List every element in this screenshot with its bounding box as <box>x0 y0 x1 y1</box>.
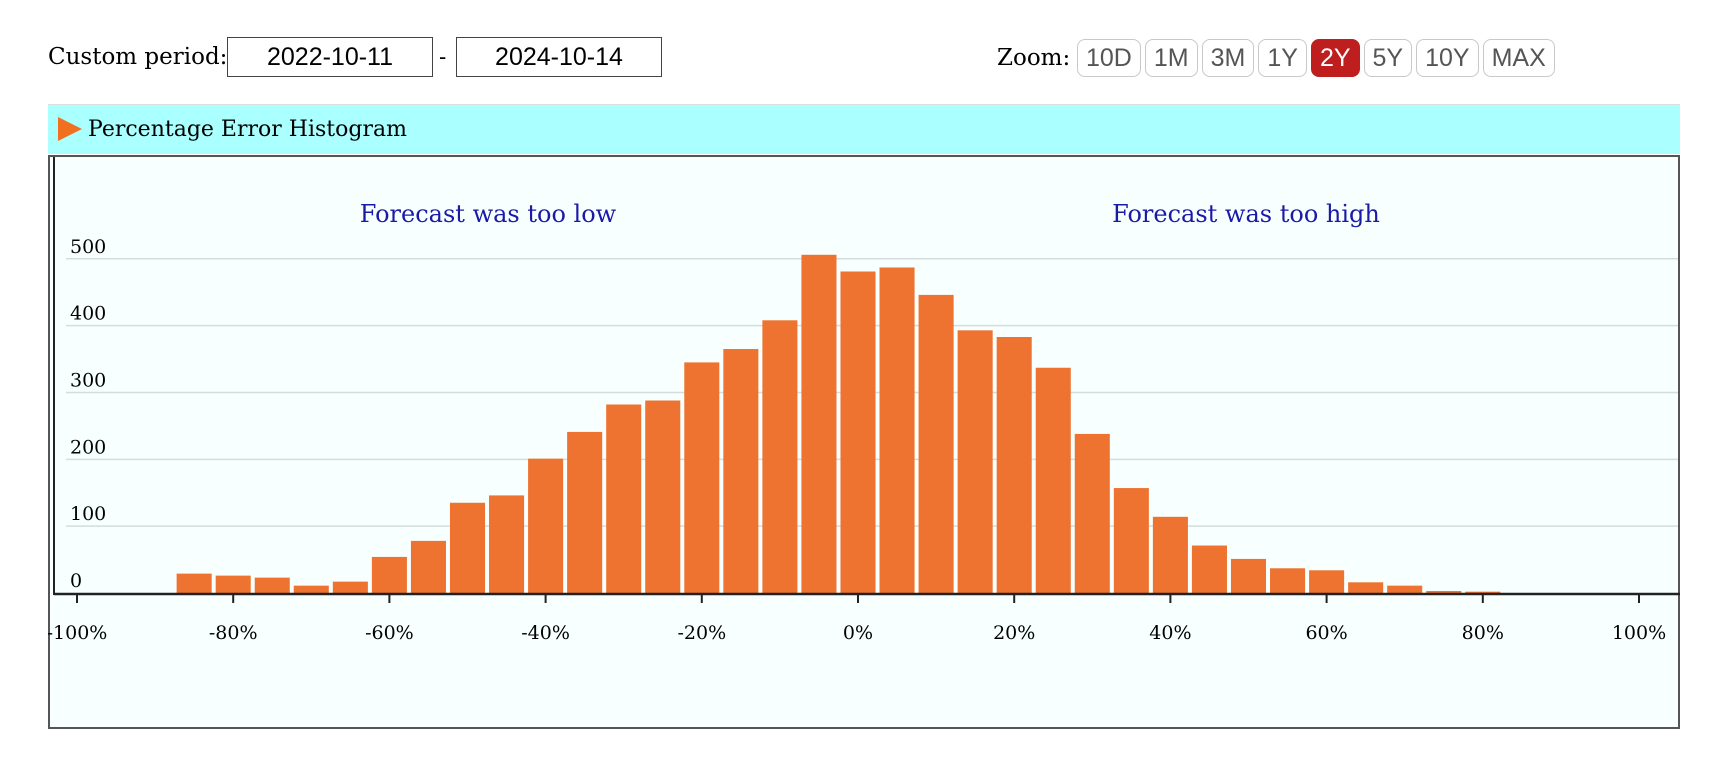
histogram-bar <box>645 400 681 593</box>
x-tick-label: -60% <box>365 622 414 644</box>
histogram-bar <box>1074 433 1110 593</box>
start-date-input[interactable] <box>227 37 433 77</box>
zoom-button-5y[interactable]: 5Y <box>1363 39 1413 77</box>
histogram-bar <box>254 577 290 593</box>
histogram-bar <box>1230 558 1267 593</box>
x-tick-label: -100% <box>48 622 107 644</box>
x-tick-label: 100% <box>1612 622 1666 644</box>
histogram-bar <box>1387 585 1423 593</box>
histogram-bar <box>1113 488 1149 593</box>
histogram-bar <box>1152 516 1188 593</box>
x-tick-label: -80% <box>209 622 258 644</box>
y-tick-label: 200 <box>70 436 106 458</box>
y-tick-label: 400 <box>70 303 106 325</box>
histogram-bar <box>1035 367 1071 593</box>
histogram-bar <box>723 349 759 593</box>
histogram-bar <box>215 575 251 593</box>
histogram-bar <box>957 330 993 593</box>
histogram-bar <box>684 362 720 593</box>
period-toolbar: Custom period: - Zoom: 10D1M3M1Y2Y5Y10YM… <box>48 36 1680 82</box>
chart-title: Percentage Error Histogram <box>88 117 407 142</box>
date-separator: - <box>439 44 447 69</box>
zoom-button-max[interactable]: MAX <box>1482 39 1555 77</box>
histogram-bar <box>840 271 876 593</box>
zoom-button-10d[interactable]: 10D <box>1077 39 1141 77</box>
histogram-bar <box>176 573 212 593</box>
histogram-bar <box>801 254 837 593</box>
histogram-bar <box>879 267 915 593</box>
chart-header[interactable]: Percentage Error Histogram <box>48 104 1680 154</box>
x-tick-label: 0% <box>843 622 873 644</box>
histogram-bar <box>606 404 642 593</box>
y-tick-label: 100 <box>70 503 106 525</box>
triangle-right-icon[interactable] <box>56 115 84 147</box>
annotation-too-high: Forecast was too high <box>1112 200 1380 228</box>
y-tick-label: 0 <box>70 570 82 592</box>
y-tick-label: 500 <box>70 236 106 258</box>
histogram-bar <box>410 540 446 593</box>
x-tick-label: 40% <box>1149 622 1191 644</box>
histogram-bar <box>332 581 368 593</box>
histogram-chart: 0 100 200 300 400 500 Forecast was too low Fore… <box>48 157 1680 644</box>
zoom-button-1m[interactable]: 1M <box>1144 39 1198 77</box>
histogram-bar <box>1191 545 1227 593</box>
zoom-button-2y[interactable]: 2Y <box>1310 39 1360 77</box>
histogram-bar <box>1465 591 1501 593</box>
histogram-bar <box>762 320 798 593</box>
histogram-bar <box>567 431 603 593</box>
histogram-bar <box>1309 570 1345 593</box>
x-tick-label: 60% <box>1305 622 1347 644</box>
histogram-bar <box>996 337 1032 593</box>
zoom-button-1y[interactable]: 1Y <box>1258 39 1307 77</box>
annotation-too-low: Forecast was too low <box>360 200 617 228</box>
x-tick-label: 20% <box>993 622 1035 644</box>
histogram-bar <box>1348 582 1384 593</box>
zoom-button-3m[interactable]: 3M <box>1201 39 1255 77</box>
zoom-button-10y[interactable]: 10Y <box>1416 39 1479 77</box>
custom-period-label: Custom period: <box>48 44 228 70</box>
histogram-bar <box>1270 568 1306 593</box>
x-tick-label: -20% <box>677 622 726 644</box>
histogram-bar <box>449 502 486 593</box>
histogram-bar <box>293 585 329 593</box>
histogram-bar <box>528 458 564 593</box>
y-tick-label: 300 <box>70 369 106 391</box>
histogram-bar <box>371 556 407 593</box>
histogram-bar <box>918 294 954 593</box>
x-tick-label: 80% <box>1462 622 1504 644</box>
histogram-bar <box>1426 590 1462 593</box>
histogram-bar <box>489 495 525 593</box>
x-tick-label: -40% <box>521 622 570 644</box>
zoom-button-group: 10D 1M 3M 1Y 2Y 5Y 10Y MAX <box>1077 39 1555 77</box>
end-date-input[interactable] <box>456 37 662 77</box>
zoom-label: Zoom: <box>997 45 1071 71</box>
